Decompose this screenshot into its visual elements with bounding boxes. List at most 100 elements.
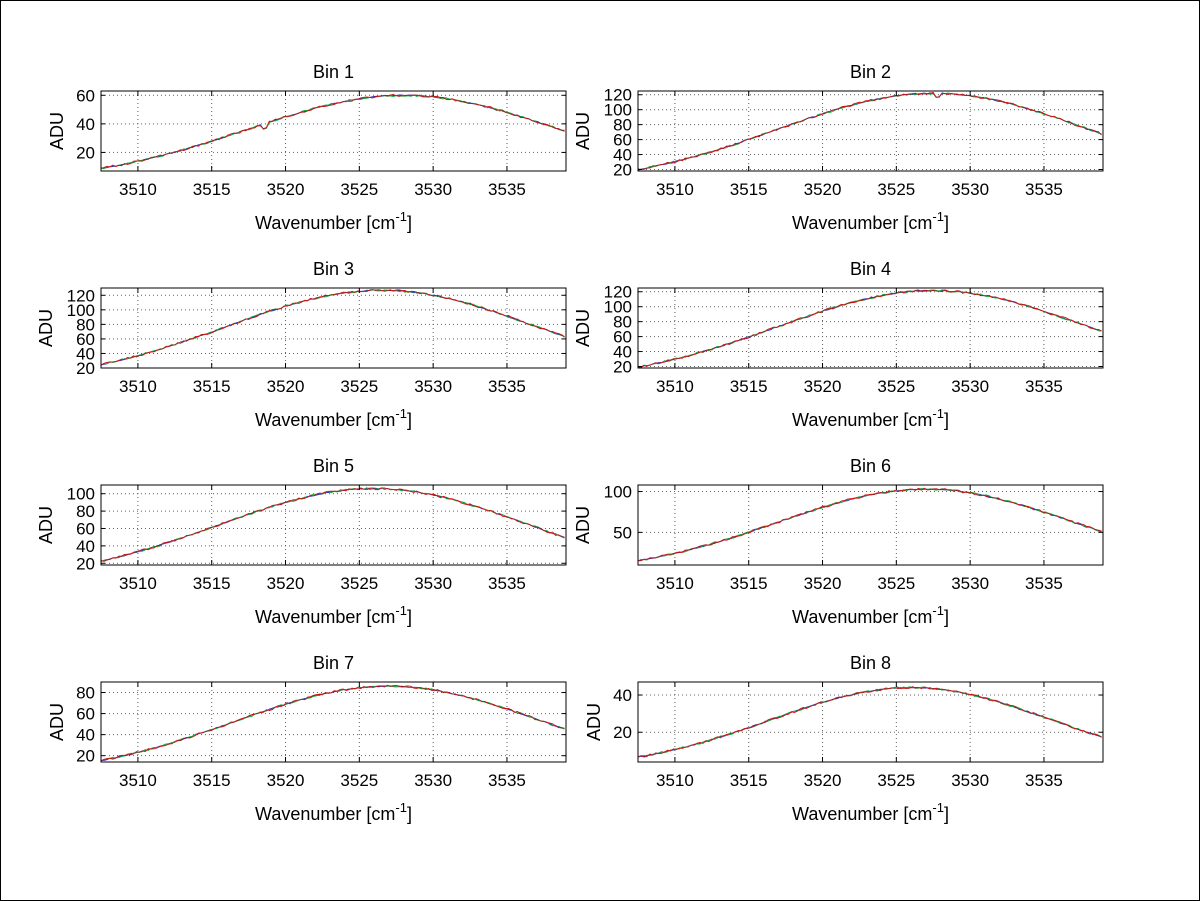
- x-tick-label: 3520: [267, 771, 305, 790]
- series-line-2: [638, 686, 1102, 758]
- y-tick-label: 20: [76, 359, 95, 378]
- x-tick-label: 3520: [804, 377, 842, 396]
- x-tick-label: 3535: [1025, 574, 1063, 593]
- y-tick-label: 60: [76, 705, 95, 724]
- x-tick-label: 3525: [340, 180, 378, 199]
- x-tick-label: 3530: [414, 574, 452, 593]
- plot-area: [638, 91, 1103, 171]
- y-axis-label: ADU: [584, 703, 604, 741]
- subplot-title: Bin 6: [850, 456, 891, 476]
- x-tick-label: 3510: [656, 574, 694, 593]
- x-axis-label: Wavenumber [cm-1]: [792, 406, 949, 430]
- y-tick-label: 40: [76, 344, 95, 363]
- subplot-bin-7: 3510 3515 3520 3525 3530 3535 20 40 60 80 Bin 7 ADU…: [47, 653, 567, 824]
- y-tick-label: 60: [76, 330, 95, 349]
- x-tick-label: 3510: [119, 377, 157, 396]
- y-tick-label: 50: [613, 523, 632, 542]
- y-tick-label: 40: [613, 343, 632, 362]
- series-line-2: [101, 94, 565, 169]
- plot-area: [101, 288, 566, 368]
- y-tick-label: 20: [76, 143, 95, 162]
- x-axis-label: Wavenumber [cm-1]: [255, 406, 412, 430]
- x-tick-label: 3510: [119, 574, 157, 593]
- x-tick-label: 3535: [1025, 771, 1063, 790]
- y-axis-label: ADU: [573, 112, 593, 150]
- x-tick-label: 3525: [340, 771, 378, 790]
- y-tick-label: 20: [613, 161, 632, 180]
- axes-box: [637, 287, 1104, 369]
- series-line-2: [101, 684, 565, 762]
- series-line-2: [638, 487, 1102, 562]
- series-line-2: [101, 289, 565, 366]
- subplot-title: Bin 5: [313, 456, 354, 476]
- y-tick-label: 80: [613, 116, 632, 135]
- y-tick-label: 80: [613, 313, 632, 332]
- y-tick-label: 40: [76, 726, 95, 745]
- x-tick-label: 3530: [951, 180, 989, 199]
- x-tick-label: 3535: [488, 377, 526, 396]
- y-axis-label: ADU: [47, 703, 67, 741]
- x-tick-label: 3515: [730, 377, 768, 396]
- x-tick-label: 3515: [193, 377, 231, 396]
- y-tick-label: 120: [604, 283, 632, 302]
- x-axis-label: Wavenumber [cm-1]: [792, 209, 949, 233]
- y-tick-label: 40: [613, 146, 632, 165]
- subplot-bin-1: 3510 3515 3520 3525 3530 3535 20 40 60 Bin 1 ADU Wa…: [47, 62, 567, 233]
- y-tick-label: 40: [76, 537, 95, 556]
- y-axis-label: ADU: [36, 506, 56, 544]
- y-tick-label: 60: [613, 328, 632, 347]
- x-tick-label: 3515: [193, 574, 231, 593]
- subplot-title: Bin 3: [313, 259, 354, 279]
- x-axis-label: Wavenumber [cm-1]: [255, 209, 412, 233]
- subplot-title: Bin 1: [313, 62, 354, 82]
- x-tick-label: 3510: [656, 180, 694, 199]
- axes-box: [637, 484, 1104, 566]
- series-line-2: [638, 91, 1102, 170]
- x-tick-label: 3520: [267, 180, 305, 199]
- y-tick-label: 100: [67, 301, 95, 320]
- x-tick-label: 3530: [951, 377, 989, 396]
- x-tick-label: 3515: [730, 771, 768, 790]
- x-tick-label: 3525: [877, 574, 915, 593]
- y-tick-label: 20: [76, 554, 95, 573]
- x-axis-label: Wavenumber [cm-1]: [255, 603, 412, 627]
- y-tick-label: 40: [613, 686, 632, 705]
- subplot-title: Bin 7: [313, 653, 354, 673]
- subplot-title: Bin 8: [850, 653, 891, 673]
- subplot-bin-6: 3510 3515 3520 3525 3530 3535 50 100 Bin 6 ADU Wav…: [573, 456, 1104, 627]
- y-axis-label: ADU: [573, 309, 593, 347]
- subplot-bin-8: 3510 3515 3520 3525 3530 3535 20 40 Bin 8 ADU Wave…: [584, 653, 1104, 824]
- series-line-1: [101, 94, 565, 170]
- x-tick-label: 3525: [877, 771, 915, 790]
- x-tick-label: 3525: [877, 180, 915, 199]
- axes-box: [637, 681, 1104, 763]
- x-tick-label: 3510: [656, 377, 694, 396]
- y-tick-label: 60: [76, 86, 95, 105]
- x-tick-label: 3510: [656, 771, 694, 790]
- y-tick-label: 60: [613, 131, 632, 150]
- x-tick-label: 3520: [267, 574, 305, 593]
- y-axis-label: ADU: [47, 112, 67, 150]
- x-tick-label: 3535: [1025, 180, 1063, 199]
- x-axis-label: Wavenumber [cm-1]: [255, 800, 412, 824]
- plot-area: [638, 485, 1103, 565]
- y-tick-label: 20: [76, 747, 95, 766]
- x-tick-label: 3535: [488, 574, 526, 593]
- y-axis-label: ADU: [573, 506, 593, 544]
- x-axis-label: Wavenumber [cm-1]: [792, 603, 949, 627]
- plot-area: [101, 682, 566, 762]
- y-tick-label: 120: [604, 86, 632, 105]
- y-tick-label: 20: [613, 723, 632, 742]
- x-tick-label: 3510: [119, 771, 157, 790]
- x-tick-label: 3535: [488, 180, 526, 199]
- x-tick-label: 3530: [414, 771, 452, 790]
- y-tick-label: 100: [67, 485, 95, 504]
- y-tick-label: 80: [76, 315, 95, 334]
- x-tick-label: 3530: [414, 377, 452, 396]
- subplot-title: Bin 4: [850, 259, 891, 279]
- y-tick-label: 40: [76, 115, 95, 134]
- x-tick-label: 3530: [951, 574, 989, 593]
- y-tick-label: 80: [76, 502, 95, 521]
